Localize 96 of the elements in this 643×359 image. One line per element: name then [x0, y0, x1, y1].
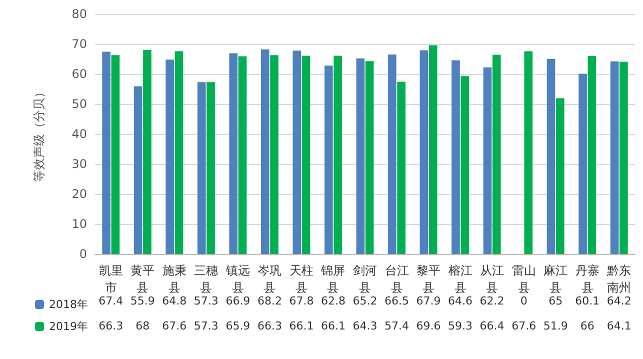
data-label: 65 [548, 294, 563, 308]
bar [143, 50, 152, 254]
bar [302, 56, 310, 254]
bar [420, 50, 428, 254]
x-tick-label: 雷山县 [512, 264, 536, 294]
data-label: 69.6 [416, 320, 441, 332]
data-label: 66.9 [226, 294, 250, 308]
bar [229, 53, 238, 254]
bar [428, 45, 438, 254]
data-label: 64.2 [606, 294, 632, 308]
data-label: 65.9 [226, 320, 250, 332]
bar [270, 55, 278, 254]
bar [238, 56, 247, 254]
bar [174, 51, 184, 254]
data-label: 64.3 [352, 320, 378, 332]
y-tick-label: 30 [72, 157, 87, 171]
bar [324, 66, 333, 254]
legend-label: 2018年 [49, 298, 88, 311]
y-tick-label: 20 [72, 187, 87, 201]
data-label: 57.4 [384, 320, 410, 332]
bar [620, 62, 628, 254]
x-tick-label: 榕江县 [448, 264, 472, 294]
data-label: 65.2 [352, 294, 378, 308]
data-label: 66.3 [98, 320, 124, 332]
data-label: 67.4 [98, 294, 124, 308]
y-tick-label: 70 [72, 37, 87, 51]
bar [356, 58, 365, 254]
bar [460, 76, 470, 254]
x-tick-label: 黎平县 [416, 264, 441, 294]
data-label: 66.3 [257, 320, 282, 332]
x-tick-label: 岑巩县 [258, 264, 282, 294]
data-label: 66.5 [384, 294, 410, 308]
y-tick-label: 0 [79, 247, 87, 261]
legend-label: 2019年 [49, 320, 88, 333]
bar [588, 56, 596, 254]
x-tick-label: 三穗县 [194, 264, 218, 294]
bar [365, 61, 374, 254]
data-label: 67.8 [289, 294, 314, 308]
bar [492, 54, 501, 254]
bar [102, 52, 110, 254]
bar [388, 54, 396, 254]
x-tick-label: 黄平县 [130, 264, 155, 294]
x-tick-label: 剑河县 [353, 264, 377, 294]
bar [546, 59, 556, 254]
data-label: 62.2 [480, 294, 504, 308]
data-label: 68.2 [257, 294, 282, 308]
data-label: 64.6 [448, 294, 473, 308]
y-tick-label: 80 [72, 7, 87, 21]
y-tick-label: 40 [72, 127, 87, 141]
bar [483, 67, 492, 254]
data-label: 60.1 [575, 294, 600, 308]
data-label: 57.3 [194, 294, 218, 308]
data-label: 64.1 [606, 320, 632, 332]
data-label: 66.1 [320, 320, 346, 332]
data-label: 67.6 [162, 320, 187, 332]
x-tick-label: 黔东南州 [606, 264, 632, 294]
x-tick-label: 台江县 [384, 264, 409, 294]
bar [524, 51, 533, 254]
x-tick-label: 镇远县 [224, 264, 250, 294]
bar [166, 60, 174, 254]
y-tick-label: 10 [72, 217, 87, 231]
bar [206, 82, 215, 254]
data-label: 0 [520, 294, 528, 308]
bar [260, 49, 270, 254]
x-tick-label: 锦屏县 [320, 264, 346, 294]
y-tick-label: 50 [72, 97, 87, 111]
x-tick-label: 麻江县 [544, 264, 568, 294]
data-label: 57.3 [194, 320, 218, 332]
bar [292, 50, 302, 254]
x-tick-label: 天柱县 [289, 264, 314, 294]
data-label: 68 [136, 320, 150, 332]
bar [134, 86, 142, 254]
bar [578, 74, 587, 254]
bar [334, 56, 342, 254]
x-tick-label: 施秉县 [162, 264, 186, 294]
data-label: 67.6 [512, 320, 536, 332]
data-label: 64.8 [162, 294, 187, 308]
data-label: 66 [580, 320, 594, 332]
bar [556, 98, 564, 254]
x-tick-label: 丹寨县 [575, 264, 600, 294]
bar [397, 82, 406, 254]
y-axis-title: 等效声级（分贝） [32, 86, 46, 182]
data-label: 67.9 [416, 294, 441, 308]
data-label: 55.9 [130, 294, 155, 308]
data-label: 62.8 [320, 294, 346, 308]
data-label: 59.3 [448, 320, 473, 332]
y-tick-label: 60 [72, 67, 87, 81]
bar [197, 82, 206, 254]
data-label: 51.9 [543, 320, 568, 332]
bar [452, 60, 460, 254]
x-tick-label: 从江县 [480, 264, 504, 294]
bar [111, 55, 120, 254]
bar [610, 61, 619, 254]
data-label: 66.4 [480, 320, 504, 332]
x-tick-label: 凯里市 [98, 264, 123, 294]
data-label: 66.1 [289, 320, 314, 332]
